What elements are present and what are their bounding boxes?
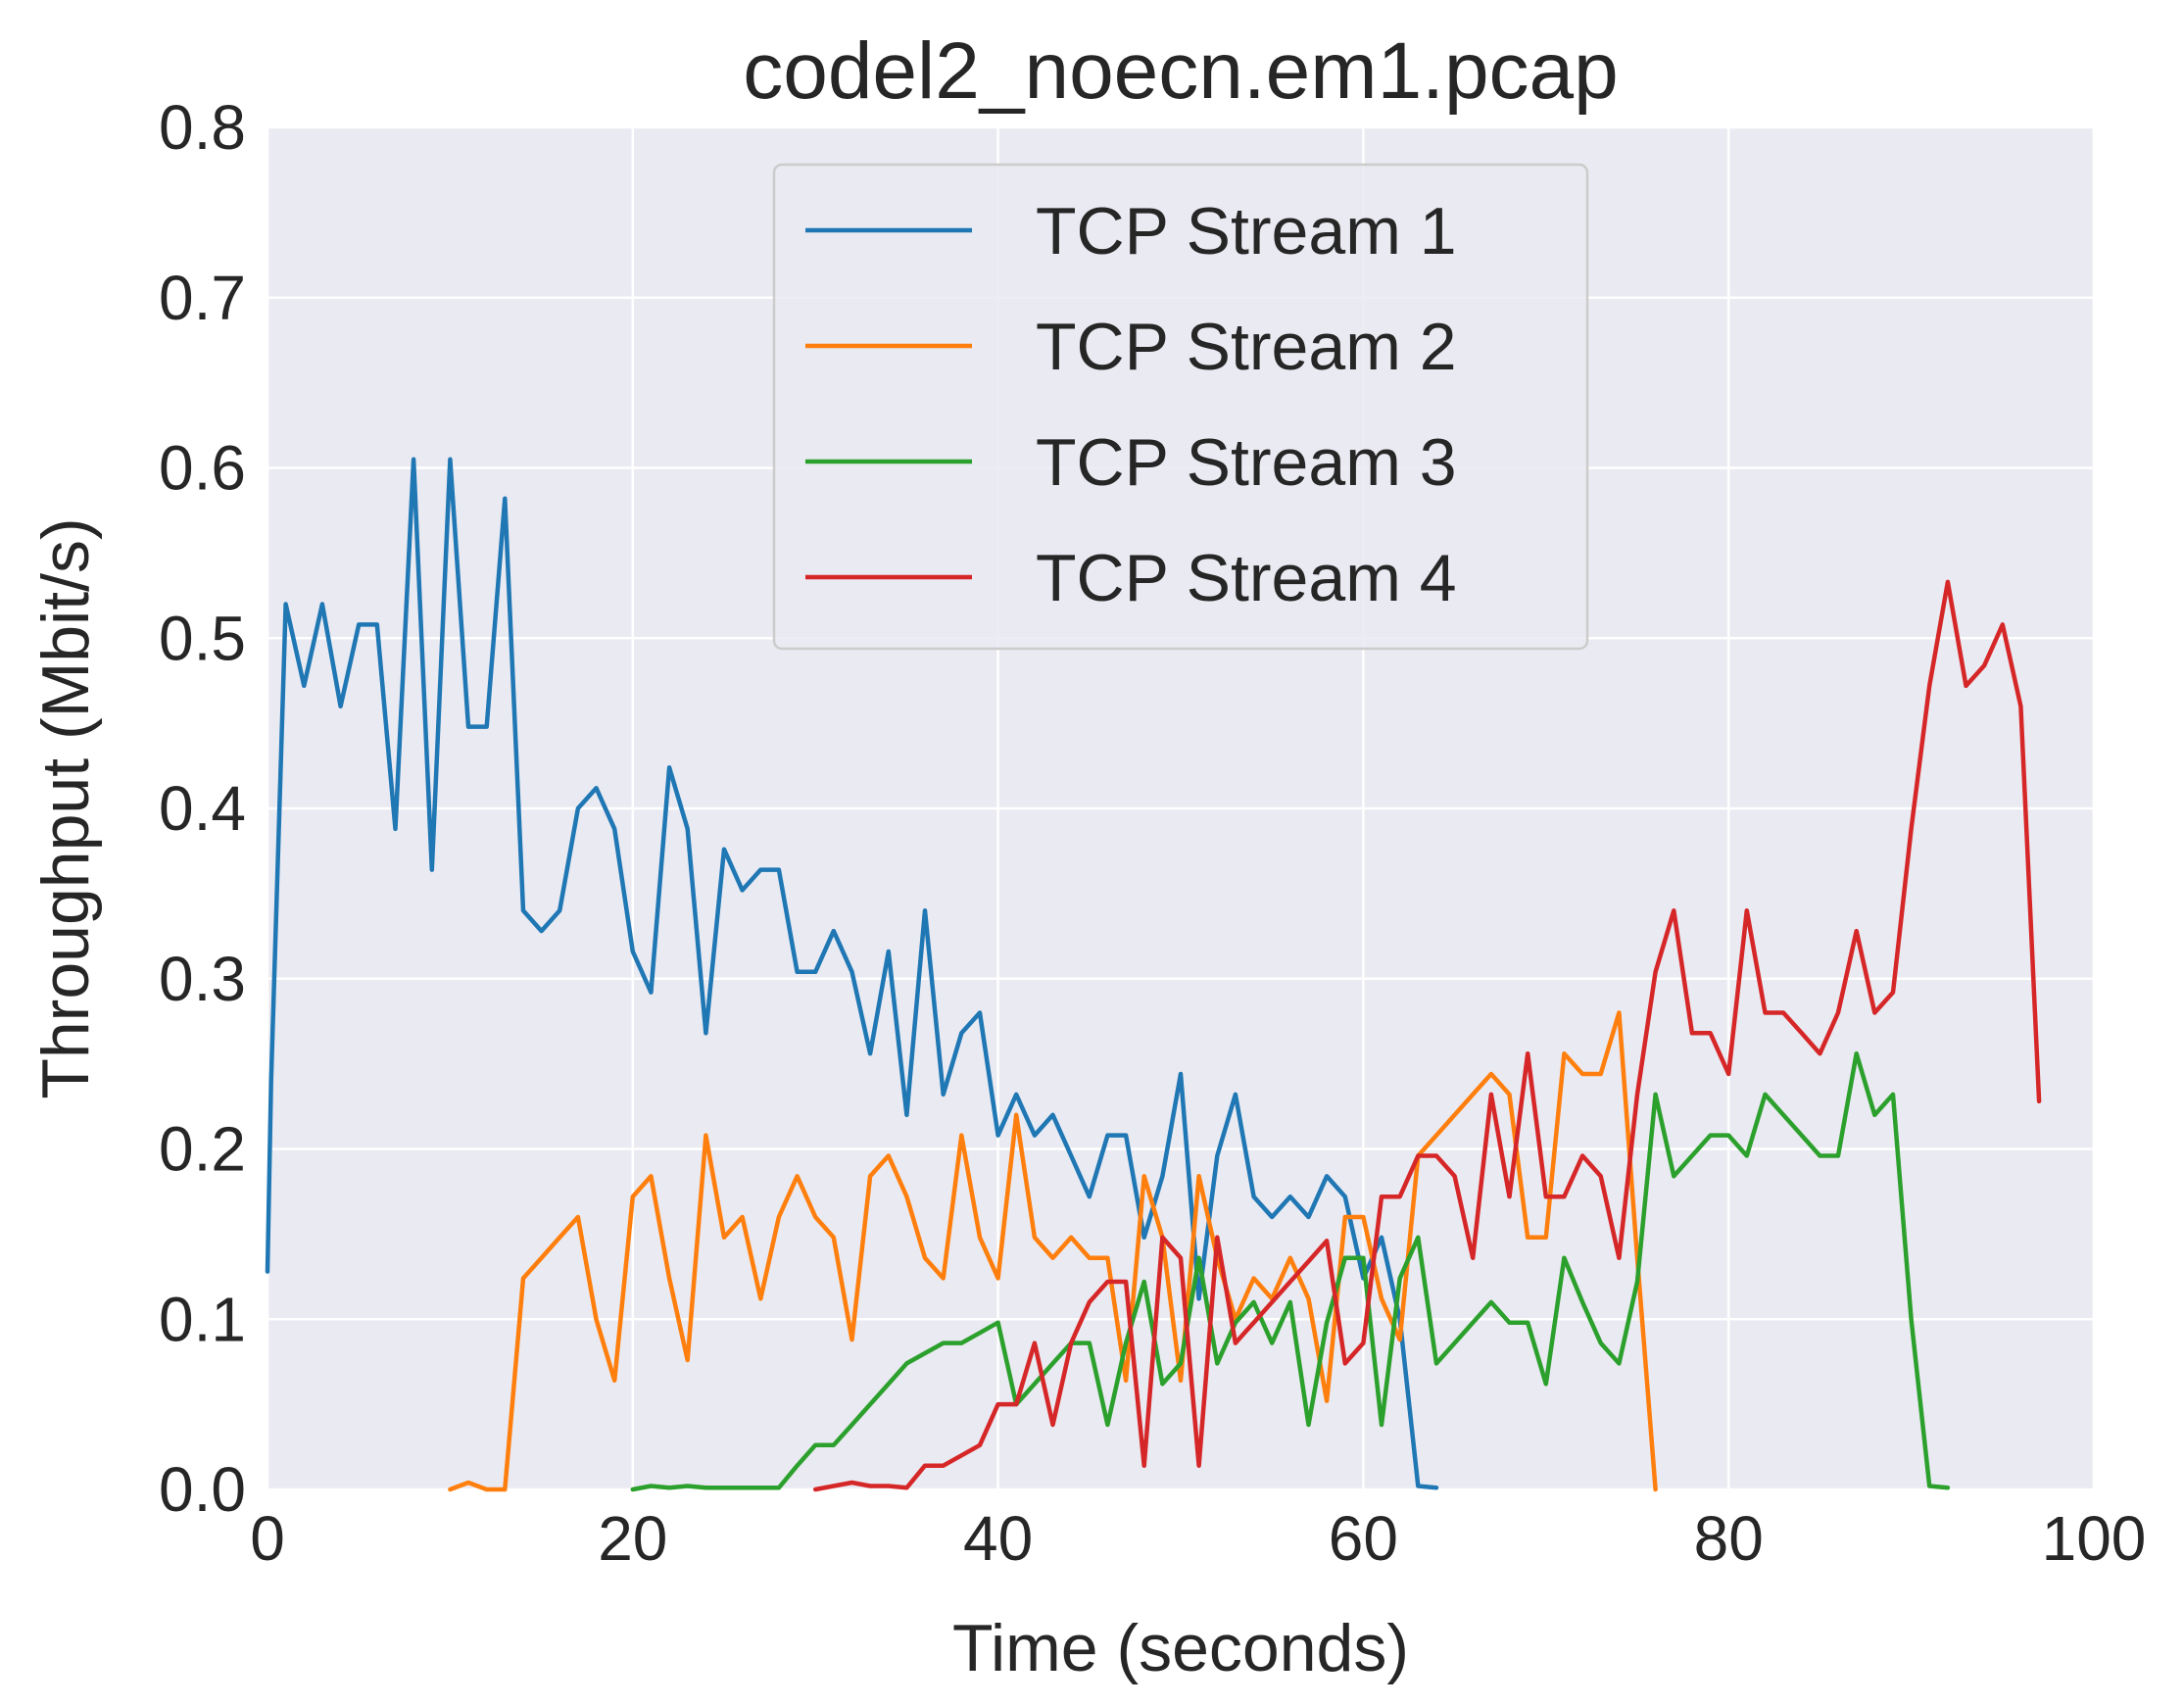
chart-title: codel2_noecn.em1.pcap bbox=[743, 26, 1619, 116]
x-tick-label: 100 bbox=[2042, 1503, 2147, 1574]
y-tick-label: 0.5 bbox=[159, 603, 246, 673]
legend-label-2: TCP Stream 2 bbox=[1036, 310, 1457, 384]
y-tick-label: 0.2 bbox=[159, 1114, 246, 1185]
x-tick-labels: 0 20 40 60 80 100 bbox=[250, 1503, 2146, 1574]
y-tick-label: 0.1 bbox=[159, 1284, 246, 1354]
x-axis-label: Time (seconds) bbox=[952, 1611, 1409, 1685]
series-line-3 bbox=[630, 1050, 1951, 1492]
y-tick-labels: 0.0 0.1 0.2 0.3 0.4 0.5 0.6 0.7 0.8 bbox=[159, 92, 246, 1525]
y-tick-label: 0.6 bbox=[159, 433, 246, 504]
series-line-1 bbox=[265, 457, 1439, 1490]
series-line-4 bbox=[812, 579, 2042, 1492]
y-axis-label: Throughput (Mbit/s) bbox=[28, 517, 103, 1098]
x-tick-label: 20 bbox=[598, 1503, 667, 1574]
series-line-2 bbox=[448, 1010, 1658, 1492]
y-tick-label: 0.8 bbox=[159, 92, 246, 163]
x-tick-label: 80 bbox=[1694, 1503, 1764, 1574]
y-tick-label: 0.0 bbox=[159, 1454, 246, 1525]
legend-label-3: TCP Stream 3 bbox=[1036, 425, 1457, 500]
y-tick-label: 0.7 bbox=[159, 263, 246, 333]
x-tick-label: 60 bbox=[1329, 1503, 1398, 1574]
x-tick-label: 40 bbox=[963, 1503, 1033, 1574]
series-lines bbox=[265, 457, 2042, 1492]
legend-label-1: TCP Stream 1 bbox=[1036, 194, 1457, 268]
legend-label-4: TCP Stream 4 bbox=[1036, 541, 1457, 615]
x-tick-label: 0 bbox=[250, 1503, 285, 1574]
grid-lines bbox=[266, 125, 2096, 1491]
legend-box bbox=[772, 163, 1589, 651]
legend: TCP Stream 1 TCP Stream 2 TCP Stream 3 TCP … bbox=[772, 163, 1589, 651]
y-tick-label: 0.4 bbox=[159, 773, 246, 844]
y-tick-label: 0.3 bbox=[159, 944, 246, 1014]
